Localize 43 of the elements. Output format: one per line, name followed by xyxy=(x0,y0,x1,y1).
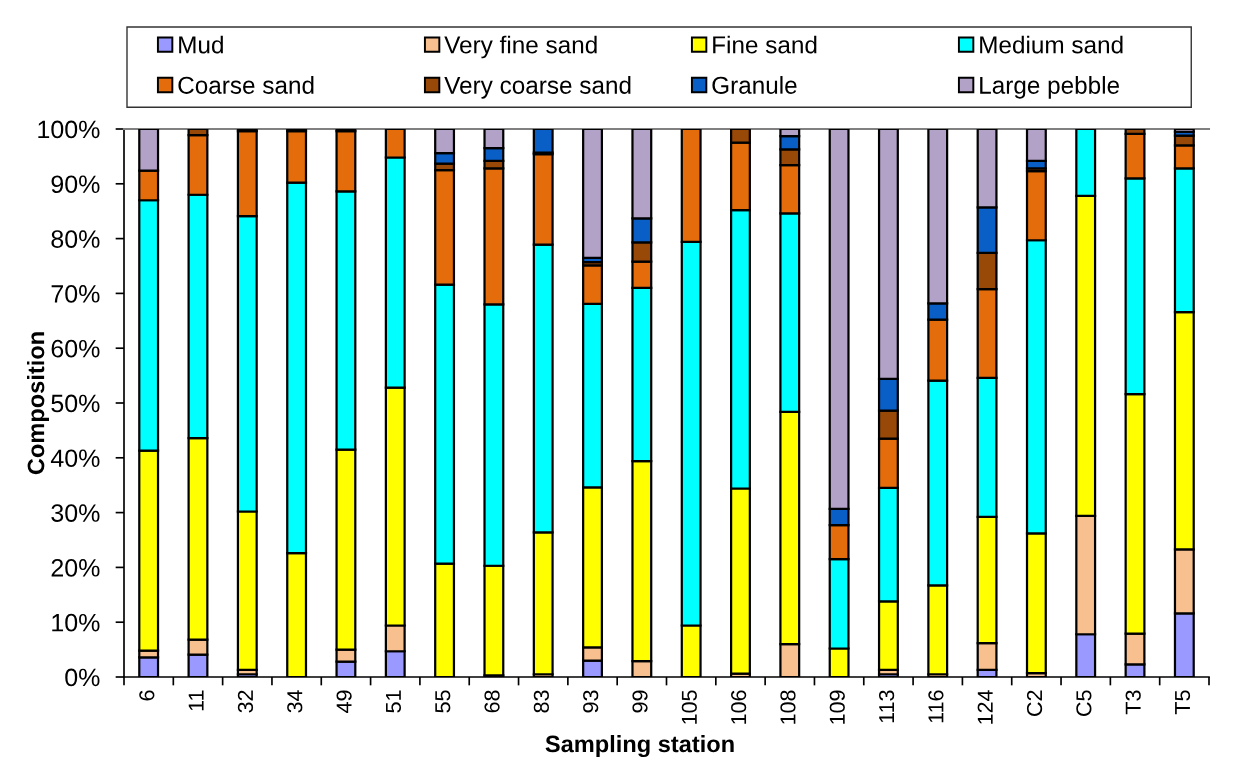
x-tick-label: 113 xyxy=(878,690,895,723)
x-tick-label: 83 xyxy=(533,690,549,713)
x-tick-label: 68 xyxy=(484,690,500,713)
y-tick-label: 40% xyxy=(50,449,100,468)
x-tick-label: 116 xyxy=(928,690,944,723)
y-tick-label: 80% xyxy=(51,230,100,248)
legend-label: Mud xyxy=(179,35,223,54)
x-tick-label: C2 xyxy=(1026,690,1043,716)
y-tick-label: 60% xyxy=(51,339,100,358)
x-tick-label: 105 xyxy=(681,690,697,724)
x-tick-label: 93 xyxy=(583,690,599,713)
y-tick-label: 50% xyxy=(51,394,100,413)
legend-label: Very fine sand xyxy=(444,35,597,59)
legend-label: Very coarse sand xyxy=(444,76,631,99)
x-tick-label: 6 xyxy=(139,690,155,701)
x-tick-label: 124 xyxy=(977,690,993,724)
x-tick-label: 34 xyxy=(287,690,303,713)
y-tick-label: 30% xyxy=(51,504,100,522)
legend-label: Large pebble xyxy=(980,76,1120,99)
x-tick-label: 109 xyxy=(829,690,845,724)
y-tick-label: 100% xyxy=(38,120,100,139)
legend-label: Coarse sand xyxy=(178,76,314,94)
y-tick-label: 20% xyxy=(51,559,100,577)
legend-label: Fine sand xyxy=(713,35,817,54)
x-tick-label: T5 xyxy=(1175,690,1191,715)
y-tick-label: 70% xyxy=(51,285,100,303)
legend-label: Medium sand xyxy=(980,35,1123,54)
legend-label: Granule xyxy=(712,76,797,94)
x-tick-label: T3 xyxy=(1125,690,1141,715)
x-tick-label: C5 xyxy=(1076,690,1092,716)
x-tick-label: 108 xyxy=(780,690,796,724)
y-tick-label: 10% xyxy=(52,613,100,632)
x-tick-label: 51 xyxy=(386,690,402,713)
x-tick-label: 11 xyxy=(188,690,204,711)
x-tick-label: 106 xyxy=(731,690,747,724)
x-tick-label: 55 xyxy=(435,690,451,713)
x-tick-label: 32 xyxy=(237,690,254,713)
x-tick-label: 99 xyxy=(632,690,648,713)
x-tick-label: 49 xyxy=(336,690,352,713)
y-tick-label: 0% xyxy=(65,668,100,687)
x-axis-title: Sampling station xyxy=(545,735,734,758)
y-tick-label: 90% xyxy=(51,175,100,194)
y-axis-title: Composition xyxy=(26,332,49,475)
